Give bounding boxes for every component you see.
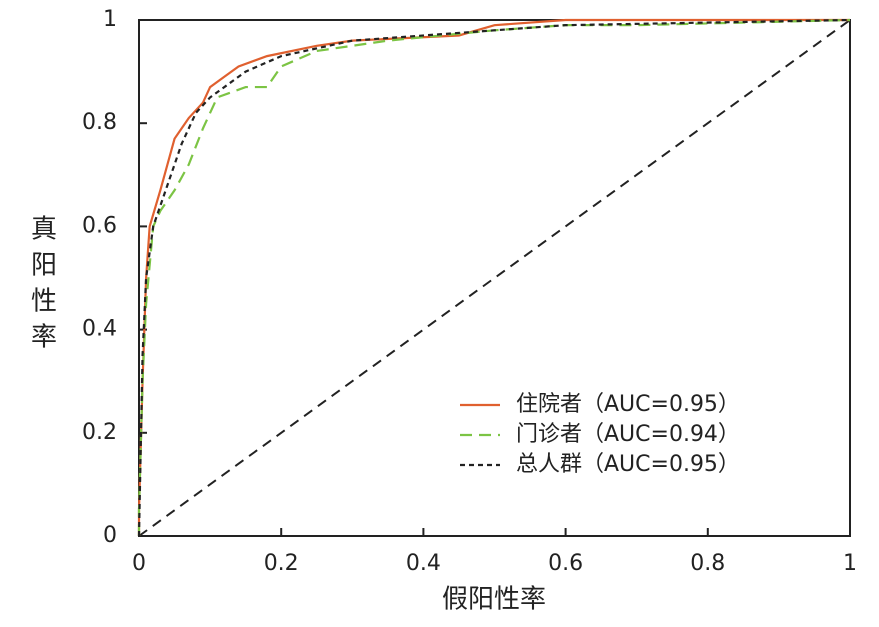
legend-label: 门诊者（AUC=0.94） (516, 422, 740, 447)
y-axis-label-char: 率 (31, 323, 57, 353)
legend-label: 住院者（AUC=0.95） (516, 392, 740, 417)
x-axis-label: 假阳性率 (442, 585, 546, 615)
y-tick-label: 0.8 (82, 110, 117, 135)
plot-frame (138, 19, 851, 537)
y-axis-label-char: 真 (31, 215, 57, 245)
legend-label: 总人群（AUC=0.95） (516, 452, 740, 477)
reference-line (138, 19, 851, 537)
y-tick-label: 0 (103, 523, 117, 548)
roc-curve (137, 18, 851, 537)
y-tick-label: 0.6 (82, 213, 117, 238)
x-tick-label: 0.6 (548, 551, 583, 576)
y-tick-label: 0.2 (82, 420, 117, 445)
y-axis-label-char: 性 (31, 287, 57, 317)
x-tick-label: 1 (843, 551, 857, 576)
x-tick-label: 0.4 (406, 551, 441, 576)
y-axis-label-char: 阳 (31, 251, 57, 281)
x-tick-label: 0.8 (690, 551, 725, 576)
x-tick-label: 0.2 (264, 551, 299, 576)
y-tick-label: 0.4 (82, 317, 117, 342)
x-tick-label: 0 (132, 551, 146, 576)
y-tick-label: 1 (103, 7, 117, 32)
